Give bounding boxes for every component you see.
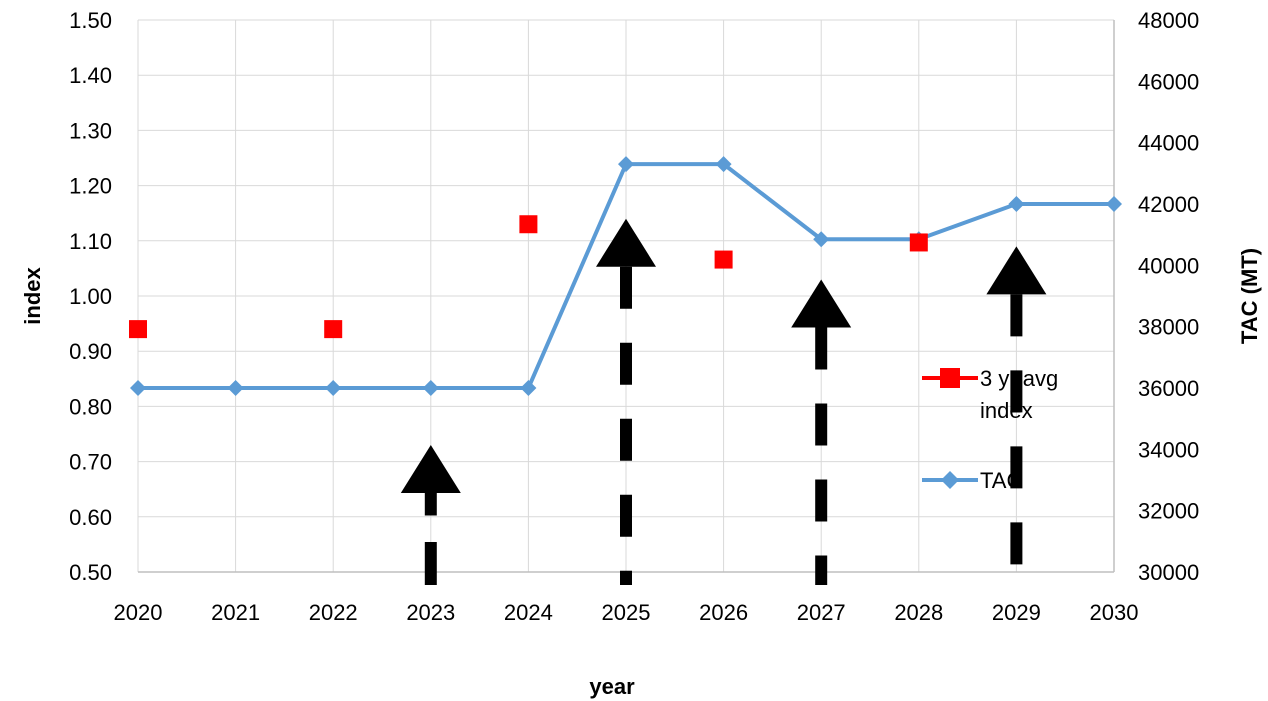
tac-point [325,380,342,396]
arrow-annotation [986,246,1047,565]
arrow-head [986,246,1047,295]
legend-label-line: index [980,398,1033,423]
tac-point [715,156,732,173]
tac-point [520,380,537,396]
arrow-annotation [400,445,461,585]
left-tick-label: 0.80 [69,394,112,419]
right-tick-label: 38000 [1138,315,1199,340]
right-tick-label: 48000 [1138,8,1199,33]
x-tick-label: 2029 [992,600,1041,625]
left-tick-label: 1.20 [69,174,112,199]
right-tick-label: 34000 [1138,437,1199,462]
right-tick-label: 44000 [1138,131,1199,156]
left-tick-label: 1.00 [69,284,112,309]
right-axis-ticks: 30000 32000 34000 36000 38000 40000 42000 44000… [1138,8,1199,585]
x-tick-label: 2025 [602,600,651,625]
arrow-annotation [791,279,852,585]
left-tick-label: 1.30 [69,118,112,143]
right-tick-label: 42000 [1138,192,1199,217]
x-axis-title: year [589,674,635,699]
x-tick-label: 2026 [699,600,748,625]
right-tick-label: 32000 [1138,499,1199,524]
tac-point [618,156,634,173]
tac-point [227,380,244,396]
x-tick-label: 2027 [797,600,846,625]
legend-swatch-marker [940,368,960,388]
arrow-head [400,445,461,494]
right-tick-label: 46000 [1138,69,1199,94]
arrow-annotation [596,218,656,585]
tac-point [422,380,439,396]
index-point [909,233,928,252]
x-axis-ticks: 2020 2021 2022 2023 2024 2025 2026 2027 2028 2029… [114,600,1139,625]
x-tick-label: 2023 [406,600,455,625]
index-point [714,250,733,269]
left-tick-label: 1.50 [69,8,112,33]
left-tick-label: 0.70 [69,450,112,475]
right-tick-label: 36000 [1138,376,1199,401]
index-point [324,320,343,339]
index-point [519,215,538,234]
index-point [129,320,147,339]
left-tick-label: 1.40 [69,63,112,88]
right-tick-label: 40000 [1138,253,1199,278]
series-3yr-avg-index [129,215,928,339]
left-axis-title: index [20,267,45,325]
tac-point [1008,196,1025,212]
x-tick-label: 2022 [309,600,358,625]
left-tick-label: 0.60 [69,505,112,530]
right-tick-label: 30000 [1138,560,1199,585]
left-tick-label: 0.90 [69,339,112,364]
x-tick-label: 2021 [211,600,260,625]
legend-swatch-marker [941,471,959,489]
left-axis-ticks: 0.50 0.60 0.70 0.80 0.90 1.00 1.10 1.20 1.30 1.40… [69,8,112,585]
left-tick-label: 0.50 [69,560,112,585]
tac-point [813,231,830,248]
x-tick-label: 2028 [894,600,943,625]
left-tick-label: 1.10 [69,229,112,254]
arrow-head [596,218,656,267]
tac-point [1106,196,1122,212]
right-axis-title: TAC (MT) [1237,248,1262,344]
x-tick-label: 2030 [1090,600,1139,625]
x-tick-label: 2020 [114,600,163,625]
arrow-head [791,279,852,328]
arrow-annotations [400,218,1047,585]
x-tick-label: 2024 [504,600,553,625]
tac-point [130,380,146,396]
